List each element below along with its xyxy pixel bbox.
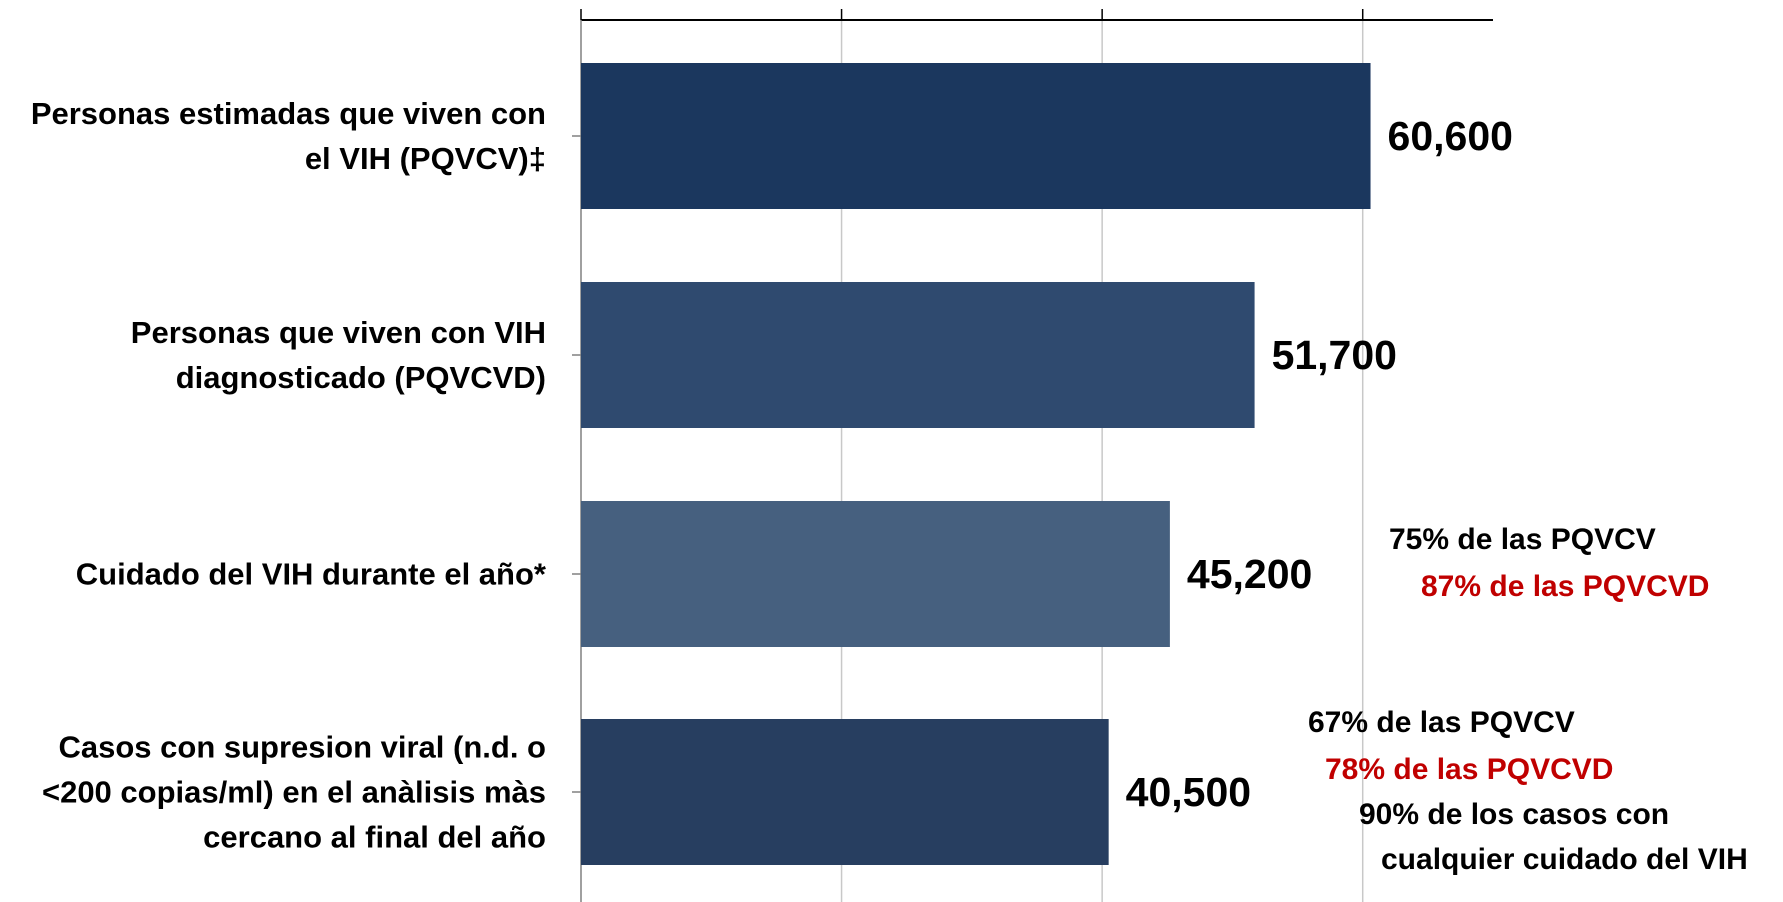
- annotation: 67% de las PQVCV: [1308, 706, 1575, 739]
- annotation: cualquier cuidado del VIH: [1381, 843, 1748, 876]
- category-label: Casos con supresion viral (n.d. o <200 c…: [41, 729, 546, 855]
- category-label: Personas estimadas que viven con el VIH …: [30, 96, 546, 176]
- value-label: 45,200: [1187, 551, 1312, 597]
- annotation: 78% de las PQVCVD: [1325, 753, 1613, 786]
- value-label: 60,600: [1388, 113, 1513, 159]
- annotation: 75% de las PQVCV: [1389, 523, 1656, 556]
- bar: [581, 63, 1371, 209]
- bar: [581, 501, 1170, 647]
- value-label: 51,700: [1272, 332, 1397, 378]
- bar: [581, 282, 1255, 428]
- annotation: 87% de las PQVCVD: [1421, 570, 1709, 603]
- annotation: 90% de los casos con: [1359, 798, 1669, 831]
- value-label: 40,500: [1126, 769, 1251, 815]
- category-label: Personas que viven con VIH diagnosticado…: [130, 315, 546, 395]
- bar: [581, 719, 1109, 865]
- category-label: Cuidado del VIH durante el año*: [75, 556, 546, 592]
